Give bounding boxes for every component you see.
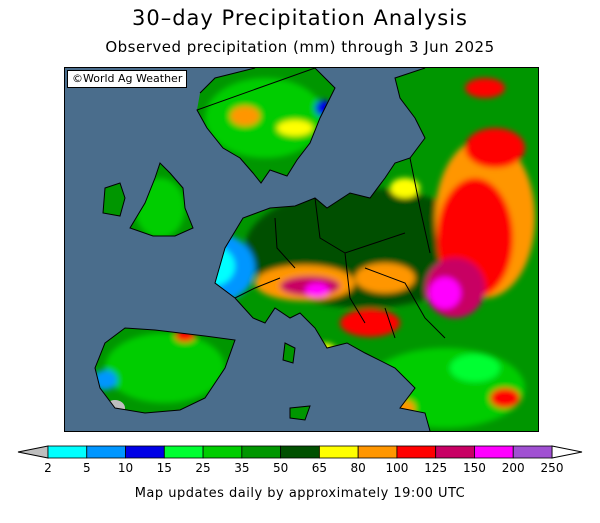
legend-label: 10 [118,461,133,475]
legend-swatch [47,445,88,459]
legend-swatch [241,445,282,459]
legend-label: 250 [541,461,564,475]
legend-label: 25 [195,461,210,475]
copyright-badge: ©World Ag Weather [67,70,188,88]
legend-label: 35 [234,461,249,475]
legend-swatch [280,445,320,459]
map-canvas [65,68,538,431]
legend-label: 80 [351,461,366,475]
legend-swatch [125,445,165,459]
legend-label: 2 [44,461,52,475]
legend-label: 125 [424,461,447,475]
legend-label: 150 [463,461,486,475]
map-subtitle: Observed precipitation (mm) through 3 Ju… [105,38,495,56]
country-borders [94,68,446,431]
legend-swatch [357,445,398,459]
precipitation-map: ©World Ag Weather [64,67,539,432]
legend-swatch [512,445,553,459]
legend-label: 100 [385,461,408,475]
legend-above-range [551,445,583,459]
legend-swatch [318,445,359,459]
update-note: Map updates daily by approximately 19:00… [134,486,466,501]
legend-swatch [86,445,126,459]
legend-label: 65 [312,461,327,475]
legend-swatch [202,445,243,459]
legend-label: 15 [157,461,172,475]
legend-label: 5 [83,461,91,475]
legend-swatch [435,445,475,459]
legend-label: 200 [502,461,525,475]
legend-below-range [17,445,49,459]
legend-label: 50 [273,461,288,475]
legend-swatch [474,445,514,459]
legend-bar: 2 5 10 15 25 35 50 65 80 100 125 150 200 250 [17,445,583,475]
color-legend: 2 5 10 15 25 35 50 65 80 100 125 150 200 250 [0,440,600,480]
map-title: 30–day Precipitation Analysis [132,6,468,30]
legend-swatch [396,445,437,459]
legend-swatch [163,445,204,459]
